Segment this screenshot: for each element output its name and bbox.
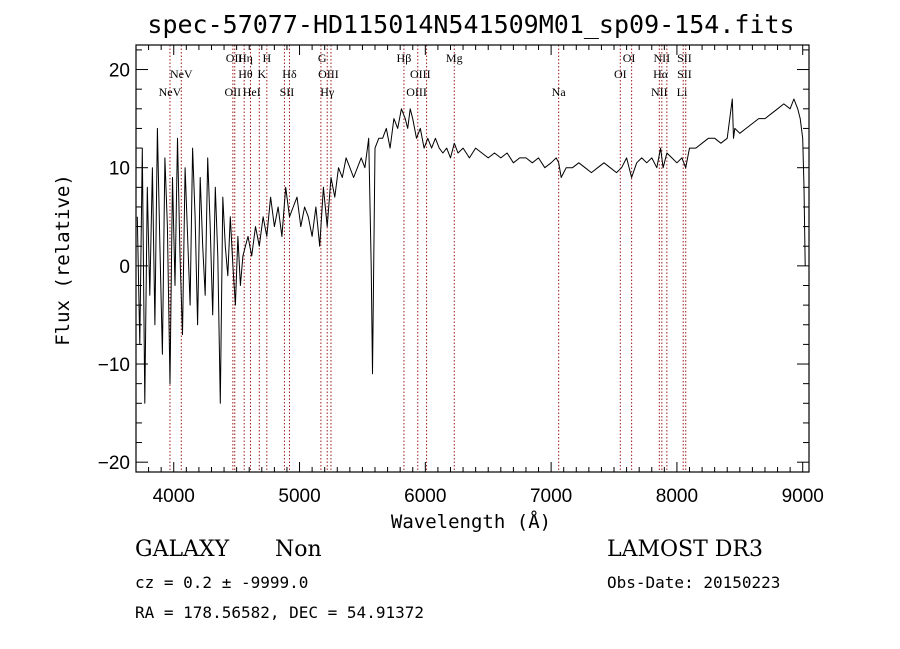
y-axis-label: Flux (relative) <box>52 174 74 346</box>
object-type: GALAXY <box>135 537 230 562</box>
redshift-cz: cz = 0.2 ± -9999.0 <box>135 573 309 592</box>
spectral-line-label: Hη <box>238 51 253 65</box>
flux-line <box>136 98 806 404</box>
x-tick-label: 9000 <box>782 486 824 507</box>
chart-title: spec-57077-HD115014N541509M01_sp09-154.f… <box>147 10 794 39</box>
spectral-line-label: SII <box>677 51 692 65</box>
y-tick-label: 10 <box>109 159 130 180</box>
x-tick-label: 8000 <box>656 486 698 507</box>
y-axis: −20 −10 0 10 20 <box>98 49 809 474</box>
spectral-line-label: HeI <box>243 85 261 99</box>
y-tick-label: 0 <box>119 257 130 278</box>
x-tick-label: 5000 <box>278 486 320 507</box>
spectral-line-label: Hα <box>653 67 669 81</box>
spectral-line-label: Mg <box>446 51 463 65</box>
spectral-line-label: K <box>257 67 266 81</box>
spectral-line-label: Li <box>677 85 688 99</box>
x-tick-label: 6000 <box>404 486 446 507</box>
spectral-line-label: Hβ <box>397 51 412 65</box>
y-tick-label: −10 <box>98 355 130 376</box>
spectral-line-label: OIII <box>318 67 339 81</box>
spectrum-series <box>136 98 806 404</box>
spectral-line-label: SII <box>677 67 692 81</box>
x-axis-label: Wavelength (Å) <box>391 510 551 533</box>
plot-frame <box>135 44 810 473</box>
survey-name: LAMOST DR3 <box>607 537 763 562</box>
spectral-line-label: NeV <box>159 85 182 99</box>
spectral-line-label: OIII <box>410 67 431 81</box>
spectral-line-label: OII <box>225 85 242 99</box>
x-tick-label: 4000 <box>153 486 195 507</box>
spectral-line-label: G <box>318 51 327 65</box>
spectral-line-label: OI <box>614 67 627 81</box>
spectral-line-label: Na <box>552 85 567 99</box>
spectral-line-markers <box>169 45 687 472</box>
x-tick-label: 7000 <box>530 486 572 507</box>
object-subclass: Non <box>275 537 322 562</box>
y-tick-label: 20 <box>109 61 130 82</box>
x-axis: 4000 5000 6000 7000 8000 9000 <box>148 45 824 507</box>
coordinates: RA = 178.56582, DEC = 54.91372 <box>135 603 424 622</box>
spectral-line-label: Hθ <box>238 67 253 81</box>
spectral-line-label: H <box>262 51 271 65</box>
spectral-line-label: SII <box>280 85 295 99</box>
observation-date: Obs-Date: 20150223 <box>607 573 781 592</box>
spectral-line-label: OII <box>226 51 243 65</box>
spectral-line-label: Hγ <box>320 85 335 99</box>
spectral-line-label: NII <box>651 85 668 99</box>
y-tick-label: −20 <box>98 453 130 474</box>
spectral-line-label: NII <box>653 51 670 65</box>
spectral-line-label: OIII <box>406 85 427 99</box>
spectral-line-label: OI <box>623 51 636 65</box>
spectral-line-label: Hδ <box>282 67 297 81</box>
spectral-line-label: NeV <box>170 67 193 81</box>
